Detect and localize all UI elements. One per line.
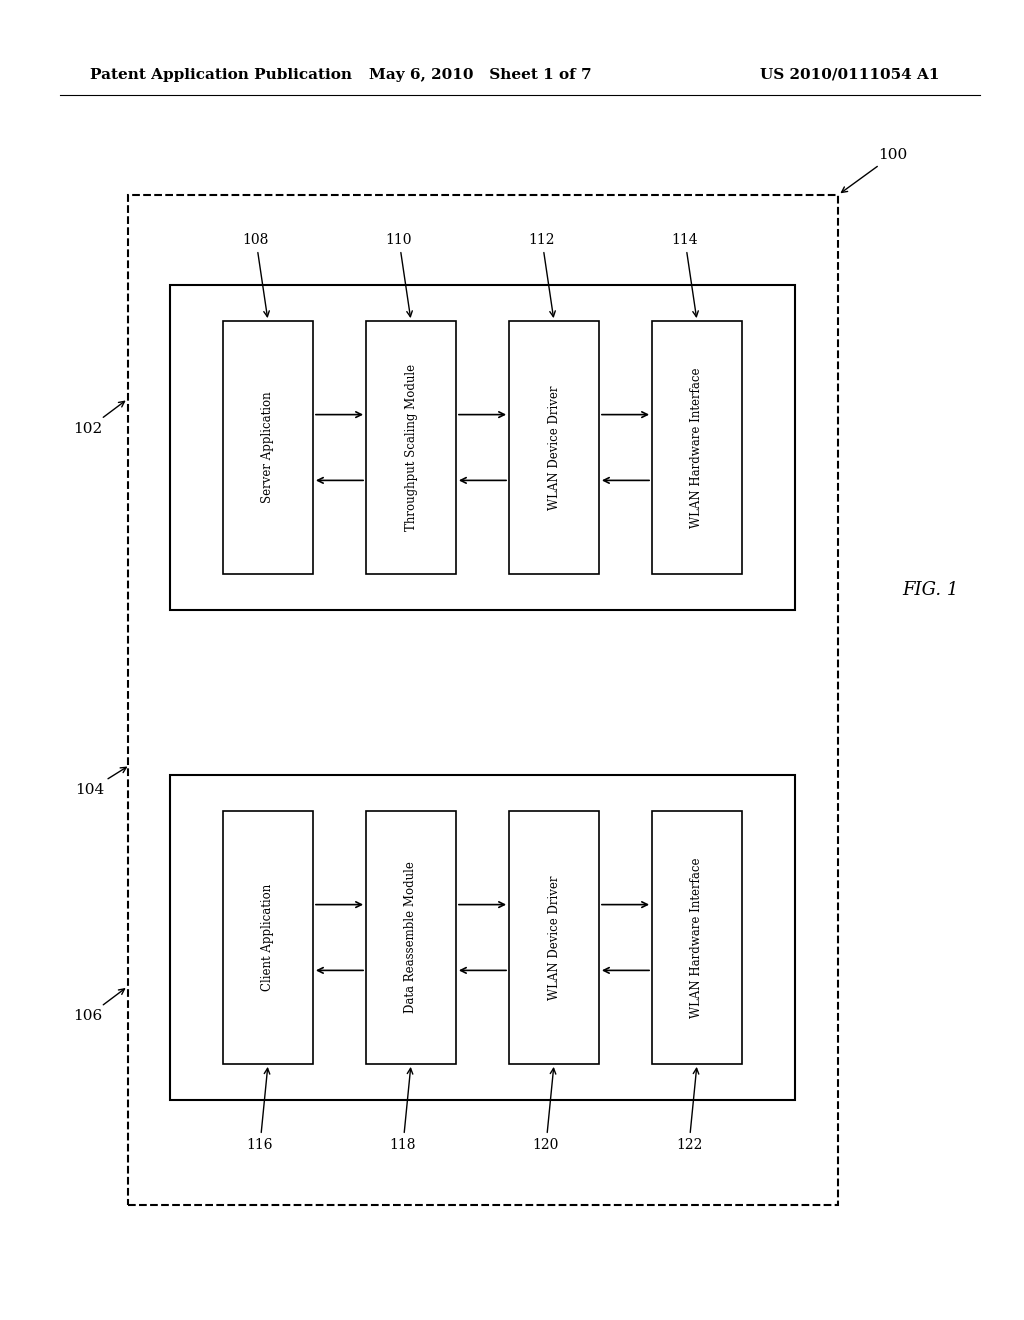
Text: 106: 106 (74, 989, 125, 1023)
Text: 114: 114 (672, 234, 698, 317)
Text: 112: 112 (528, 234, 555, 317)
Text: WLAN Hardware Interface: WLAN Hardware Interface (690, 367, 703, 528)
Bar (652, 810, 742, 1064)
Bar (366, 810, 456, 1064)
Text: 108: 108 (243, 234, 269, 317)
Bar (509, 321, 599, 574)
Bar (366, 321, 456, 574)
Bar (509, 810, 599, 1064)
Bar (170, 285, 795, 610)
Text: 122: 122 (676, 1068, 702, 1152)
Text: FIG. 1: FIG. 1 (902, 581, 958, 599)
Text: WLAN Hardware Interface: WLAN Hardware Interface (690, 857, 703, 1018)
Text: 120: 120 (532, 1068, 559, 1152)
Bar (223, 321, 313, 574)
Text: 100: 100 (842, 148, 907, 193)
Bar (223, 810, 313, 1064)
Text: 110: 110 (386, 234, 413, 317)
Text: 104: 104 (76, 767, 126, 797)
Text: Throughput Scaling Module: Throughput Scaling Module (404, 364, 418, 531)
Text: 118: 118 (390, 1068, 416, 1152)
Bar (652, 321, 742, 574)
Text: US 2010/0111054 A1: US 2010/0111054 A1 (761, 69, 940, 82)
Text: Server Application: Server Application (261, 392, 274, 503)
Text: Client Application: Client Application (261, 884, 274, 991)
Text: May 6, 2010   Sheet 1 of 7: May 6, 2010 Sheet 1 of 7 (369, 69, 591, 82)
Bar (128, 195, 838, 1205)
Text: WLAN Device Driver: WLAN Device Driver (548, 875, 560, 999)
Text: 102: 102 (74, 401, 125, 436)
Bar (170, 775, 795, 1100)
Text: 116: 116 (247, 1068, 273, 1152)
Text: WLAN Device Driver: WLAN Device Driver (548, 385, 560, 510)
Text: Data Reassemble Module: Data Reassemble Module (404, 862, 418, 1014)
Text: Patent Application Publication: Patent Application Publication (90, 69, 352, 82)
